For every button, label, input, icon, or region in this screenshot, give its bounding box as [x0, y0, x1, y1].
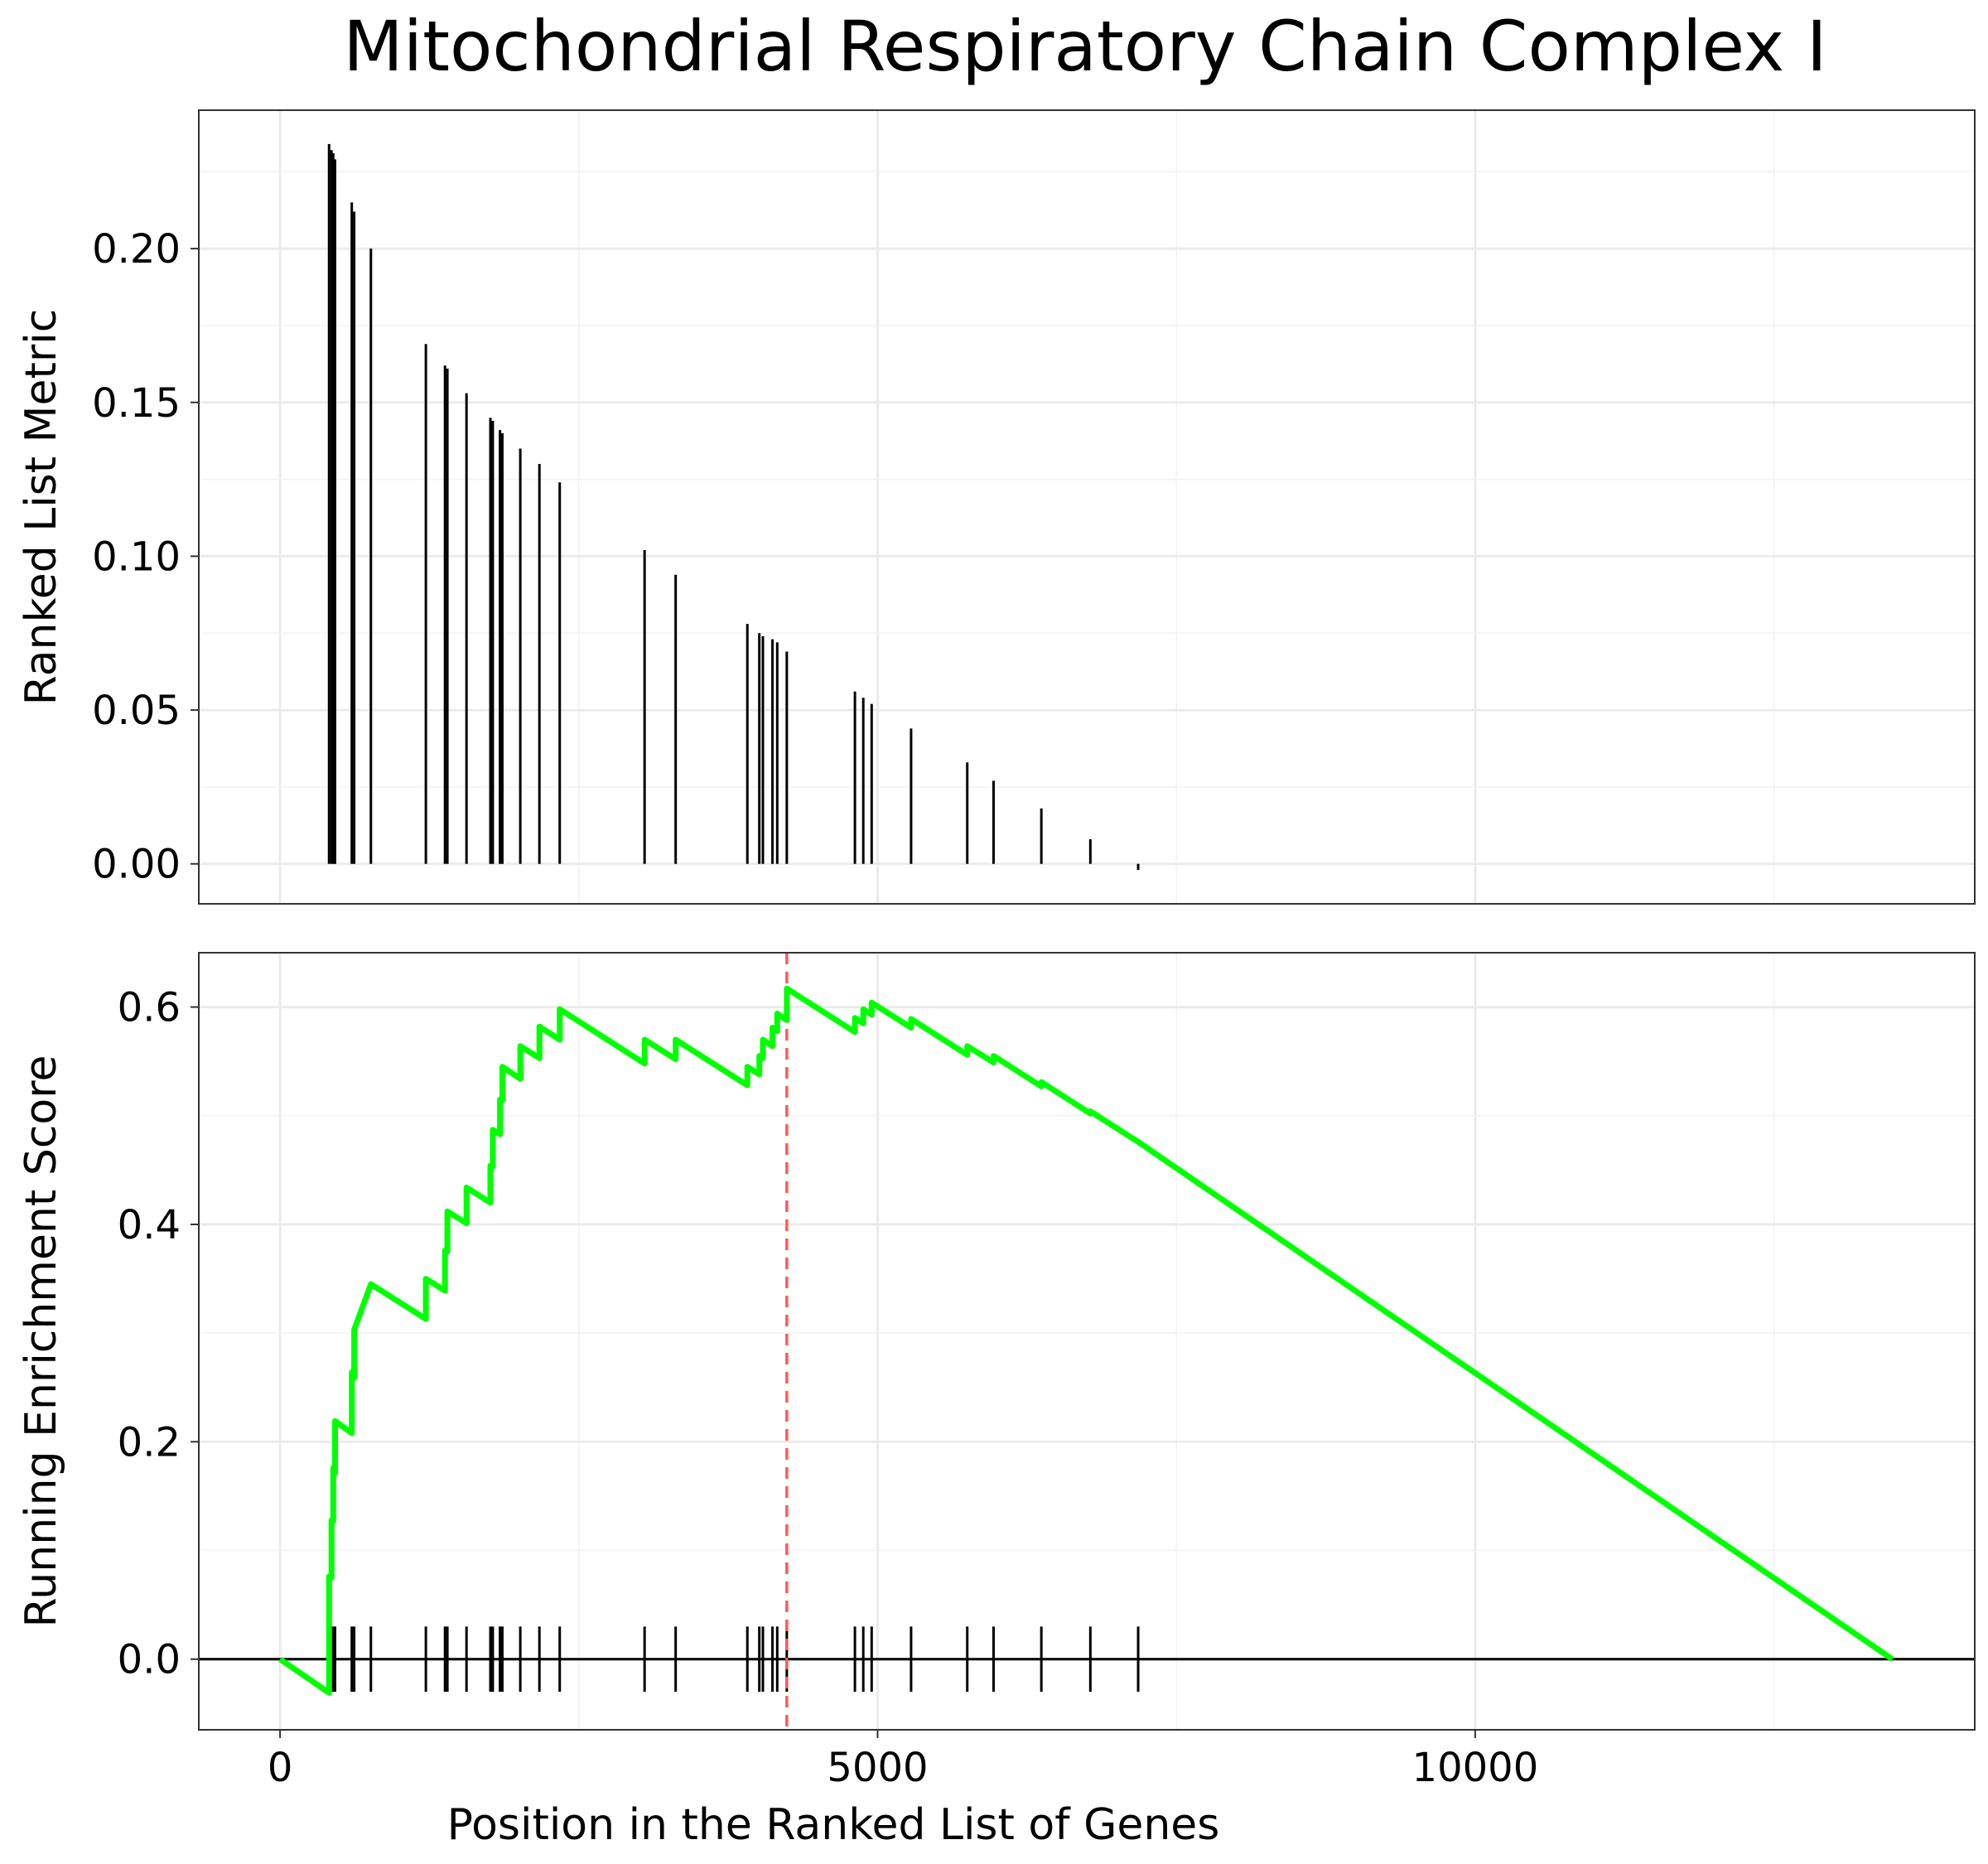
- y-tick-label: 0.00: [92, 842, 181, 888]
- y-tick-label: 0.0: [118, 1637, 181, 1683]
- top-panel-y-ticks: 0.00 0.05 0.10 0.15 0.20: [92, 226, 199, 888]
- running-es-line: [278, 985, 1894, 1696]
- y-tick-label: 0.10: [92, 534, 181, 580]
- x-tick-label: 5000: [827, 1745, 928, 1791]
- chart-title: Mitochondrial Respiratory Chain Complex …: [343, 6, 1826, 87]
- x-tick-label: 10000: [1412, 1745, 1539, 1791]
- x-tick-label: 0: [268, 1745, 293, 1791]
- top-panel-grid: [199, 110, 1975, 904]
- running-es-panel: 0.0 0.2 0.4 0.6 0 5000 10000 Running Enrichme…: [17, 952, 1976, 1850]
- ranked-metric-panel: 0.00 0.05 0.10 0.15 0.20 Ranked List Metric: [17, 109, 1976, 905]
- top-panel-border: [198, 109, 1976, 905]
- y-tick-label: 0.4: [118, 1202, 181, 1248]
- y-tick-label: 0.15: [92, 380, 181, 427]
- y-tick-label: 0.05: [92, 688, 181, 734]
- x-axis-ticks: 0 5000 10000: [268, 1730, 1538, 1791]
- x-axis-label: Position in the Ranked List of Genes: [447, 1800, 1220, 1850]
- y-tick-label: 0.2: [118, 1419, 181, 1466]
- metric-bars: [327, 143, 1140, 871]
- y-tick-label: 0.20: [92, 226, 181, 273]
- y-tick-label: 0.6: [118, 985, 181, 1031]
- bottom-panel-y-axis-label: Running Enrichment Score: [17, 1055, 66, 1628]
- bottom-panel-grid: [199, 953, 1975, 1730]
- top-panel-y-axis-label: Ranked List Metric: [17, 309, 66, 706]
- bottom-panel-y-ticks: 0.0 0.2 0.4 0.6: [118, 985, 199, 1683]
- bottom-panel-border: [198, 952, 1976, 1731]
